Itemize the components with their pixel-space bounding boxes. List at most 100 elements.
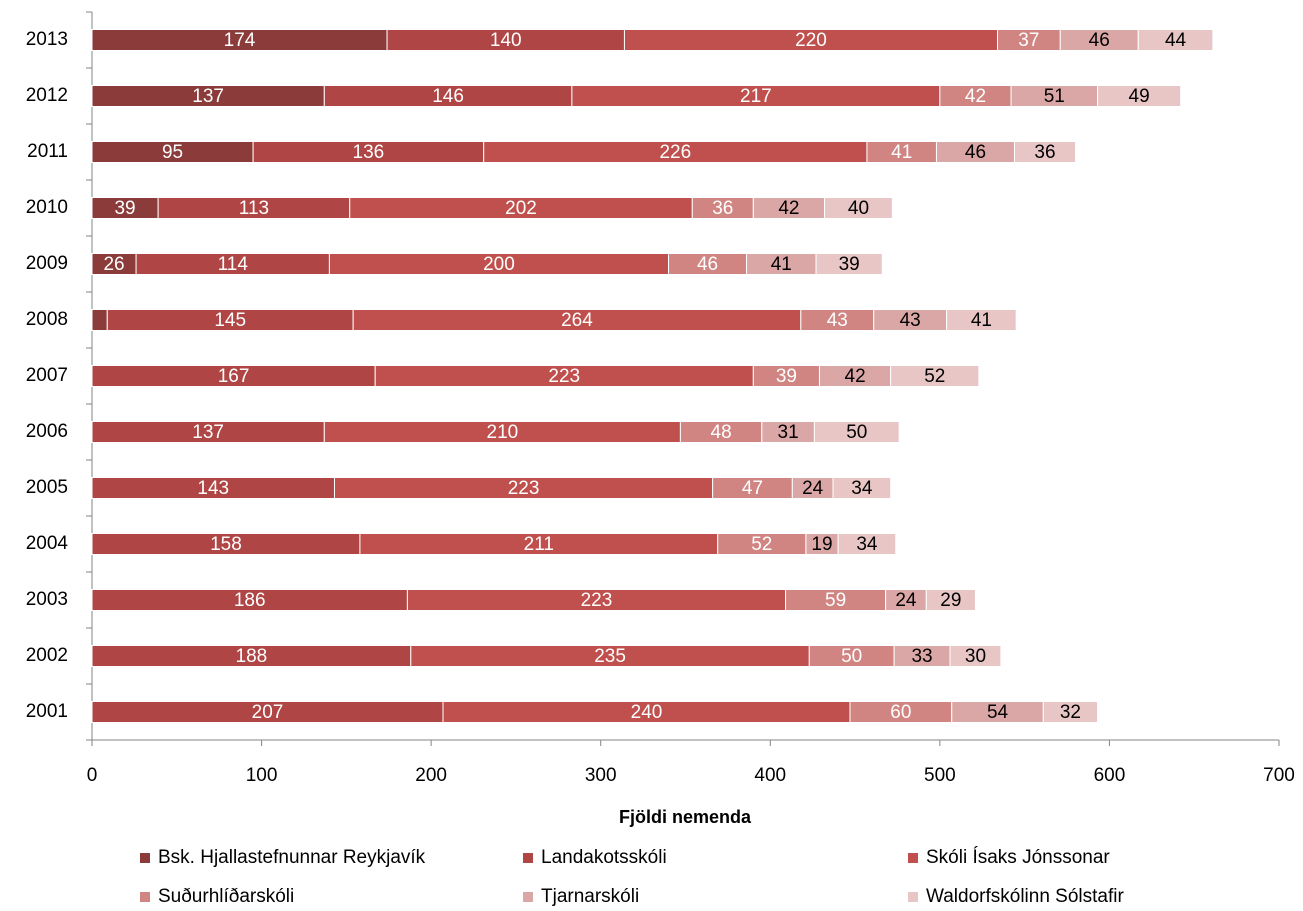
- x-tick-label: 400: [754, 765, 786, 786]
- y-tick-label: 2005: [26, 477, 68, 498]
- y-tick-label: 2004: [26, 533, 69, 554]
- data-label: 113: [239, 198, 269, 219]
- data-label: 140: [490, 30, 522, 51]
- y-tick-label: 2009: [26, 253, 68, 274]
- x-axis-title: Fjöldi nemenda: [619, 807, 752, 827]
- data-label: 34: [856, 534, 878, 555]
- y-tick-label: 2006: [26, 421, 68, 442]
- data-label: 39: [776, 366, 797, 387]
- data-label: 41: [771, 254, 792, 275]
- data-label: 95: [162, 142, 183, 163]
- legend-label: Bsk. Hjallastefnunnar Reykjavík: [158, 847, 426, 868]
- data-label: 52: [751, 534, 772, 555]
- data-label: 29: [940, 590, 961, 611]
- data-label: 158: [210, 534, 242, 555]
- data-label: 145: [214, 310, 246, 331]
- legend-label: Landakotsskóli: [541, 847, 667, 868]
- bar-segment: [815, 253, 883, 275]
- data-label: 174: [224, 30, 256, 51]
- legend-swatch: [523, 892, 533, 902]
- bar-segment: [1137, 29, 1214, 51]
- data-label: 167: [218, 366, 250, 387]
- data-label: 200: [483, 254, 515, 275]
- bar-segment: [946, 309, 1017, 331]
- bar-segment: [837, 533, 897, 555]
- data-label: 211: [524, 534, 554, 555]
- data-label: 47: [742, 478, 763, 499]
- legend-swatch: [908, 892, 918, 902]
- data-label: 26: [103, 254, 124, 275]
- data-label: 226: [659, 142, 691, 163]
- bar-segment: [824, 197, 893, 219]
- legend-swatch: [140, 892, 150, 902]
- data-label: 42: [778, 198, 799, 219]
- data-label: 41: [971, 310, 992, 331]
- data-label: 240: [631, 702, 663, 723]
- data-label: 54: [987, 702, 1009, 723]
- data-label: 207: [252, 702, 284, 723]
- data-label: 186: [234, 590, 266, 611]
- data-label: 34: [851, 478, 873, 499]
- data-label: 146: [432, 86, 464, 107]
- data-label: 42: [845, 366, 866, 387]
- data-label: 137: [192, 422, 224, 443]
- x-tick-label: 300: [585, 765, 617, 786]
- data-label: 220: [795, 30, 827, 51]
- data-label: 40: [848, 198, 869, 219]
- data-label: 50: [841, 646, 862, 667]
- y-tick-label: 2010: [26, 197, 68, 218]
- y-tick-label: 2011: [27, 141, 68, 162]
- data-label: 42: [965, 86, 986, 107]
- y-tick-label: 2002: [26, 645, 68, 666]
- data-label: 210: [487, 422, 519, 443]
- data-label: 41: [891, 142, 912, 163]
- data-label: 36: [712, 198, 733, 219]
- data-label: 136: [353, 142, 385, 163]
- bar-segment: [91, 309, 108, 331]
- data-label: 36: [1034, 142, 1055, 163]
- data-label: 188: [236, 646, 268, 667]
- data-label: 30: [965, 646, 986, 667]
- data-label: 33: [911, 646, 932, 667]
- bar-segment: [813, 421, 900, 443]
- data-label: 51: [1044, 86, 1065, 107]
- data-label: 44: [1165, 30, 1187, 51]
- data-label: 264: [561, 310, 593, 331]
- x-tick-label: 700: [1263, 765, 1295, 786]
- data-label: 37: [1018, 30, 1039, 51]
- y-tick-label: 2012: [26, 85, 68, 106]
- y-tick-label: 2001: [26, 701, 68, 722]
- data-label: 43: [827, 310, 848, 331]
- data-label: 24: [802, 478, 824, 499]
- legend-label: Tjarnarskóli: [541, 886, 639, 907]
- data-label: 202: [505, 198, 537, 219]
- data-label: 59: [825, 590, 846, 611]
- data-label: 48: [711, 422, 732, 443]
- legend-label: Suðurhlíðarskóli: [158, 886, 294, 907]
- data-label: 223: [508, 478, 540, 499]
- data-label: 50: [846, 422, 867, 443]
- data-label: 46: [965, 142, 986, 163]
- data-label: 223: [548, 366, 580, 387]
- data-label: 43: [900, 310, 921, 331]
- bar-segment: [949, 645, 1002, 667]
- legend-swatch: [140, 853, 150, 863]
- data-label: 39: [114, 198, 135, 219]
- bar-segment: [1013, 141, 1077, 163]
- bar-segment: [832, 477, 892, 499]
- x-tick-label: 0: [87, 765, 98, 786]
- x-tick-label: 500: [924, 765, 956, 786]
- data-label: 49: [1129, 86, 1150, 107]
- bar-segment: [925, 589, 976, 611]
- y-tick-label: 2007: [26, 365, 68, 386]
- bar-segment: [1097, 85, 1182, 107]
- x-tick-label: 200: [415, 765, 447, 786]
- data-label: 217: [740, 86, 772, 107]
- bar-segment: [1042, 701, 1099, 723]
- legend-label: Waldorfskólinn Sólstafir: [926, 886, 1124, 907]
- data-label: 19: [811, 534, 832, 555]
- x-tick-label: 100: [246, 765, 278, 786]
- data-label: 46: [697, 254, 718, 275]
- data-label: 39: [839, 254, 860, 275]
